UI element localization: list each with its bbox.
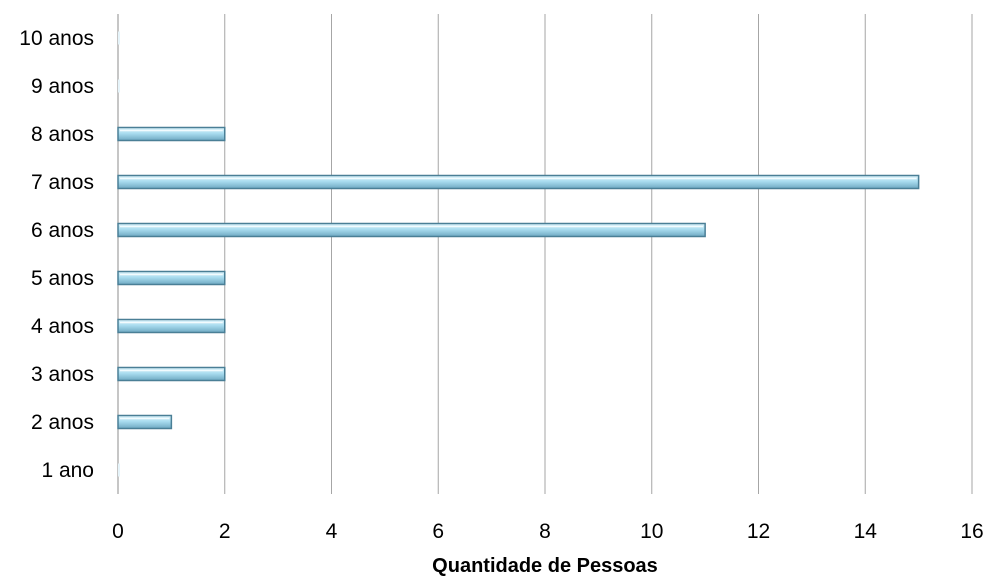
bar [117, 366, 226, 382]
x-axis-title: Quantidade de Pessoas [432, 555, 658, 577]
category-label: 10 anos [19, 27, 94, 50]
x-tick-label: 10 [640, 520, 663, 543]
category-labels: 1 ano 2 anos 3 anos 4 anos 5 anos 6 anos 7 ano… [19, 27, 94, 482]
x-tick-label: 0 [112, 520, 124, 543]
bars [117, 31, 920, 477]
category-label: 4 anos [31, 315, 94, 338]
category-label: 9 anos [31, 75, 94, 98]
x-tick-label: 8 [539, 520, 551, 543]
category-label: 8 anos [31, 123, 94, 146]
x-tick-label: 16 [960, 520, 983, 543]
category-label: 2 anos [31, 411, 94, 434]
bar [117, 174, 920, 190]
bar [117, 270, 226, 286]
category-label: 7 anos [31, 171, 94, 194]
bar [118, 79, 120, 93]
x-tick-label: 6 [432, 520, 444, 543]
x-axis-ticks: 0 2 4 6 8 10 12 14 16 [112, 520, 984, 543]
x-tick-label: 12 [747, 520, 770, 543]
bar [118, 31, 120, 45]
bar [118, 463, 120, 477]
bar [117, 414, 173, 430]
category-label: 5 anos [31, 267, 94, 290]
bar [117, 222, 706, 238]
category-label: 3 anos [31, 363, 94, 386]
bar [117, 126, 226, 142]
x-tick-label: 4 [326, 520, 338, 543]
category-label: 1 ano [41, 459, 94, 482]
category-label: 6 anos [31, 219, 94, 242]
x-tick-label: 2 [219, 520, 231, 543]
x-tick-label: 14 [854, 520, 878, 543]
grid [117, 14, 973, 494]
bar [117, 318, 226, 334]
